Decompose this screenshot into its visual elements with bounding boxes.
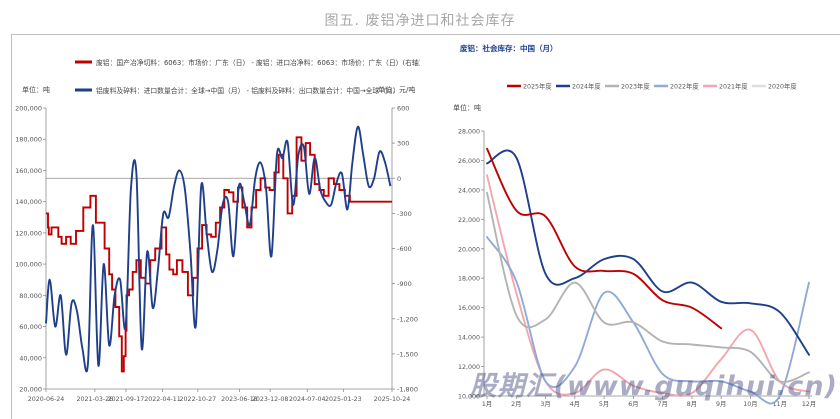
x-tick-label: 2023-06-18	[221, 396, 258, 403]
legend-label: 2021年度	[719, 82, 748, 91]
series-line-4	[486, 174, 810, 397]
right-tick-label: -1,200	[397, 315, 418, 323]
watermark-text: 股期汇(www.guqihui.cn)	[469, 371, 838, 402]
x-tick-label: 5月	[599, 400, 609, 408]
left-tick-label: 180,000	[15, 136, 42, 144]
x-tick-label: 6月	[628, 400, 638, 408]
right-chart-title: 废铝：社会库存：中国（月）	[460, 43, 558, 53]
series-line-1	[486, 149, 810, 356]
left-legend-label-1: 废铝：国产冶净切料：6063：市场价：广东（日） - 废铝：进口冶净料：6063…	[96, 58, 420, 67]
right-axis-unit: 单位：元/吨	[378, 85, 415, 94]
x-tick-label: 2023-12-08	[252, 396, 289, 403]
legend-label: 2025年度	[523, 82, 552, 91]
legend-label: 2020年度	[768, 82, 797, 91]
x-tick-label: 2021-09-17	[108, 396, 145, 403]
right-tick-label: -1,500	[397, 350, 418, 358]
legend-label: 2023年度	[621, 82, 650, 91]
left-chart: 废铝：国产冶净切料：6063：市场价：广东（日） - 废铝：进口冶净料：6063…	[15, 58, 420, 403]
x-tick-label: 4月	[570, 400, 580, 408]
right-tick-label: -300	[397, 210, 412, 218]
right-tick-label: 600	[397, 105, 409, 113]
page-title: 图五. 废铝净进口和社会库存	[324, 13, 516, 29]
left-tick-label: 140,000	[15, 198, 42, 206]
series-line-net-import	[45, 125, 392, 373]
x-tick-label: 11月	[773, 400, 787, 408]
left-axis-unit: 单位：吨	[22, 85, 50, 94]
right-tick-label: -900	[397, 280, 412, 288]
y-tick-label: 14,000	[458, 335, 480, 342]
right-tick-label: -600	[397, 245, 412, 253]
left-tick-label: 60,000	[19, 323, 42, 331]
y-tick-label: 24,000	[458, 187, 480, 194]
right-y-unit: 单位：吨	[453, 103, 481, 112]
y-tick-label: 16,000	[458, 305, 480, 312]
x-tick-label: 3月	[540, 400, 550, 408]
x-tick-label: 2021-03-26	[77, 396, 114, 403]
left-tick-label: 40,000	[19, 354, 42, 362]
legend-label: 2024年度	[572, 82, 601, 91]
y-tick-label: 20,000	[458, 246, 480, 253]
left-tick-label: 120,000	[15, 229, 42, 237]
x-tick-label: 9月	[716, 400, 726, 408]
x-tick-label: 1月	[482, 400, 492, 408]
figure-frame	[11, 34, 840, 419]
right-tick-label: -1,800	[397, 386, 418, 394]
y-tick-label: 28,000	[458, 129, 480, 136]
left-tick-label: 80,000	[19, 292, 42, 300]
x-tick-label: 2月	[511, 400, 521, 408]
x-tick-label: 2020-06-24	[28, 396, 65, 403]
right-tick-label: 300	[397, 140, 409, 148]
x-tick-label: 2024-07-04	[289, 396, 326, 403]
x-tick-label: 2022-10-27	[180, 396, 217, 403]
series-line-2	[486, 191, 810, 383]
y-tick-label: 18,000	[458, 276, 480, 283]
x-tick-label: 2022-04-11	[144, 396, 181, 403]
series-line-0	[486, 147, 723, 330]
left-tick-label: 200,000	[15, 105, 42, 113]
x-tick-label: 7月	[657, 400, 667, 408]
x-tick-label: 2025-10-24	[374, 396, 411, 403]
y-tick-label: 22,000	[458, 217, 480, 224]
left-legend-label-2: 铝废料及碎料：进口数量合计：全球→中国（月） - 铝废料及碎料：出口数量合计：中…	[96, 86, 400, 95]
series-line-3	[486, 236, 810, 405]
x-tick-label: 10月	[743, 400, 757, 408]
y-tick-label: 12,000	[458, 364, 480, 371]
x-tick-label: 8月	[687, 400, 697, 408]
legend-label: 2022年度	[670, 82, 699, 91]
x-tick-label: 2025-01-23	[325, 396, 362, 403]
y-tick-label: 26,000	[458, 158, 480, 165]
x-tick-label: 12月	[802, 400, 816, 408]
right-tick-label: 0	[397, 175, 401, 183]
y-tick-label: 10,000	[458, 394, 480, 401]
left-tick-label: 100,000	[15, 261, 42, 269]
left-tick-label: 20,000	[19, 386, 42, 394]
left-tick-label: 160,000	[15, 167, 42, 175]
